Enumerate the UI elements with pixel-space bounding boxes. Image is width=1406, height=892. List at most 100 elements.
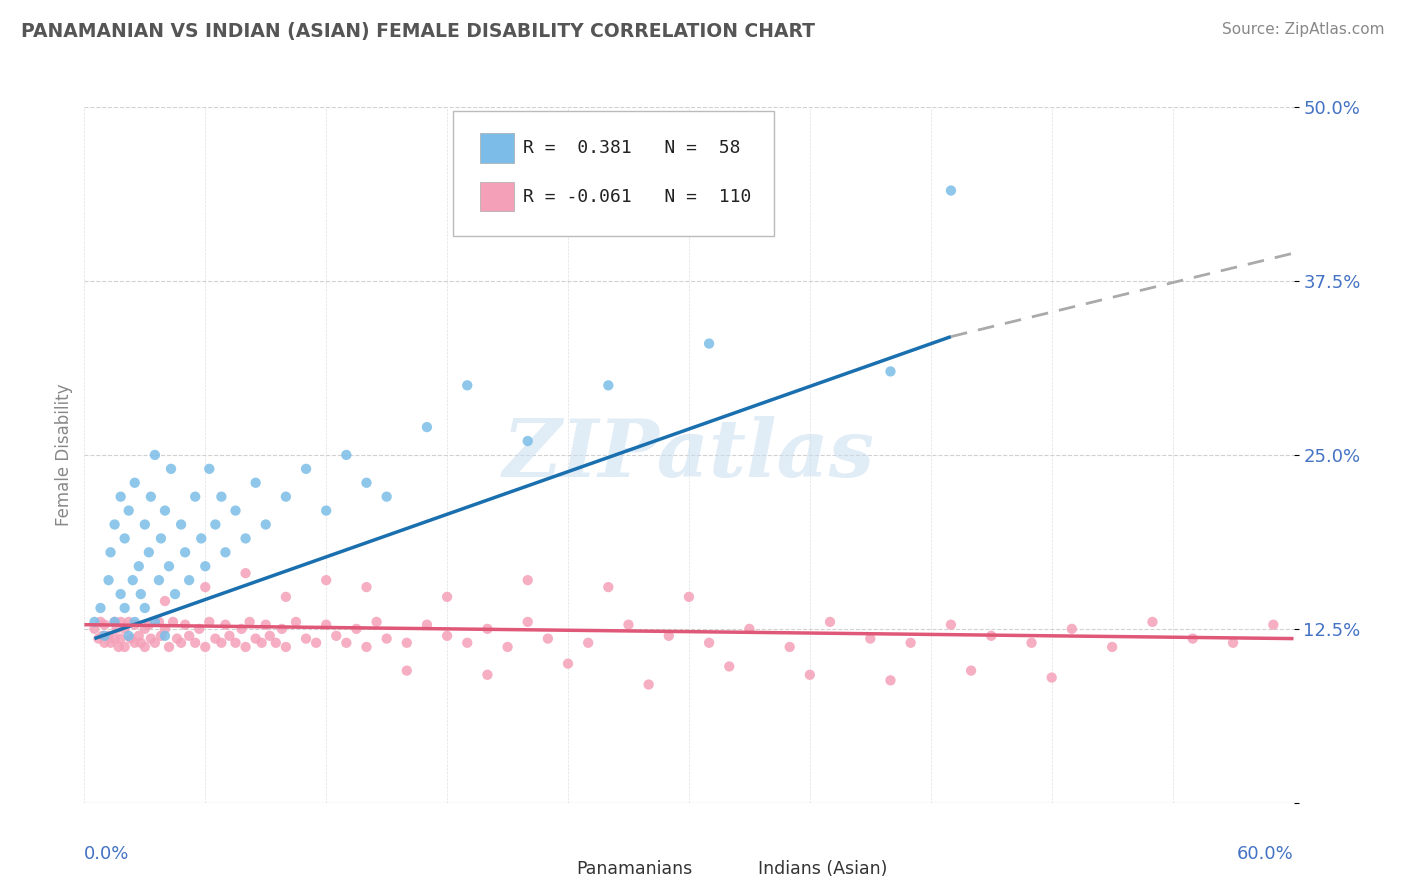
Point (678, 590, 700, 604)
Point (114, 640, 136, 654)
Point (174, 617, 197, 632)
Point (100, 545, 122, 559)
Text: R =  0.381   N =  58: R = 0.381 N = 58 (523, 139, 741, 157)
Point (939, 184, 962, 198)
Point (128, 559, 150, 574)
Text: ZIPatlas: ZIPatlas (503, 417, 875, 493)
Point (110, 632, 132, 646)
Point (335, 448, 357, 462)
Text: 0.0%: 0.0% (84, 845, 129, 863)
Point (436, 629, 458, 643)
Point (97, 573, 120, 587)
Point (190, 532, 212, 546)
Point (346, 622, 368, 636)
Point (165, 587, 187, 601)
Point (697, 336, 720, 351)
Point (204, 517, 226, 532)
Point (83, 622, 105, 636)
FancyBboxPatch shape (453, 111, 773, 235)
Point (738, 622, 761, 636)
Point (91, 629, 114, 643)
Point (254, 617, 277, 632)
Point (110, 615, 132, 629)
Point (194, 640, 217, 654)
Point (274, 490, 297, 504)
Y-axis label: Female Disability: Female Disability (55, 384, 73, 526)
Point (194, 580, 217, 594)
Point (436, 590, 458, 604)
Point (105, 622, 128, 636)
Point (139, 632, 162, 646)
Point (1060, 622, 1083, 636)
Point (124, 475, 146, 490)
Point (149, 532, 172, 546)
Point (274, 640, 297, 654)
Text: Panamanians: Panamanians (576, 860, 693, 878)
Point (225, 636, 247, 650)
Point (93, 617, 115, 632)
Point (93, 629, 115, 643)
Point (143, 636, 166, 650)
Point (477, 622, 499, 636)
Point (356, 580, 378, 594)
Point (104, 615, 127, 629)
Point (658, 629, 681, 643)
Point (598, 580, 620, 594)
Point (576, 636, 599, 650)
Point (104, 632, 127, 646)
Point (1222, 636, 1244, 650)
Point (305, 636, 328, 650)
Point (120, 632, 142, 646)
Point (153, 629, 176, 643)
Point (416, 420, 439, 434)
Point (1181, 632, 1204, 646)
Point (198, 462, 221, 476)
Point (295, 462, 318, 476)
Point (104, 615, 127, 629)
Point (231, 622, 253, 636)
Point (107, 640, 129, 654)
Point (157, 640, 180, 654)
Point (537, 632, 560, 646)
Point (157, 559, 180, 574)
Point (456, 636, 478, 650)
Point (89, 601, 111, 615)
Point (235, 640, 257, 654)
Point (779, 640, 801, 654)
Point (89, 615, 111, 629)
Point (134, 517, 156, 532)
Point (697, 636, 720, 650)
Point (114, 532, 136, 546)
Point (153, 622, 176, 636)
Point (153, 594, 176, 608)
Point (118, 615, 141, 629)
Point (104, 517, 127, 532)
Point (194, 559, 217, 574)
Point (166, 632, 188, 646)
Point (557, 657, 579, 671)
Point (859, 632, 882, 646)
Point (245, 475, 267, 490)
Point (124, 615, 146, 629)
Point (900, 636, 922, 650)
Point (375, 632, 398, 646)
Point (198, 615, 221, 629)
Point (100, 636, 122, 650)
Point (254, 517, 277, 532)
Point (129, 636, 152, 650)
Point (284, 615, 308, 629)
Text: 60.0%: 60.0% (1237, 845, 1294, 863)
Point (179, 573, 201, 587)
Point (879, 673, 901, 688)
Point (818, 615, 841, 629)
Point (496, 640, 519, 654)
Point (143, 448, 166, 462)
Text: Source: ZipAtlas.com: Source: ZipAtlas.com (1222, 22, 1385, 37)
Point (114, 601, 136, 615)
Point (1021, 636, 1043, 650)
Point (235, 532, 257, 546)
Point (110, 490, 132, 504)
Point (375, 490, 398, 504)
Point (204, 632, 226, 646)
Point (245, 632, 267, 646)
